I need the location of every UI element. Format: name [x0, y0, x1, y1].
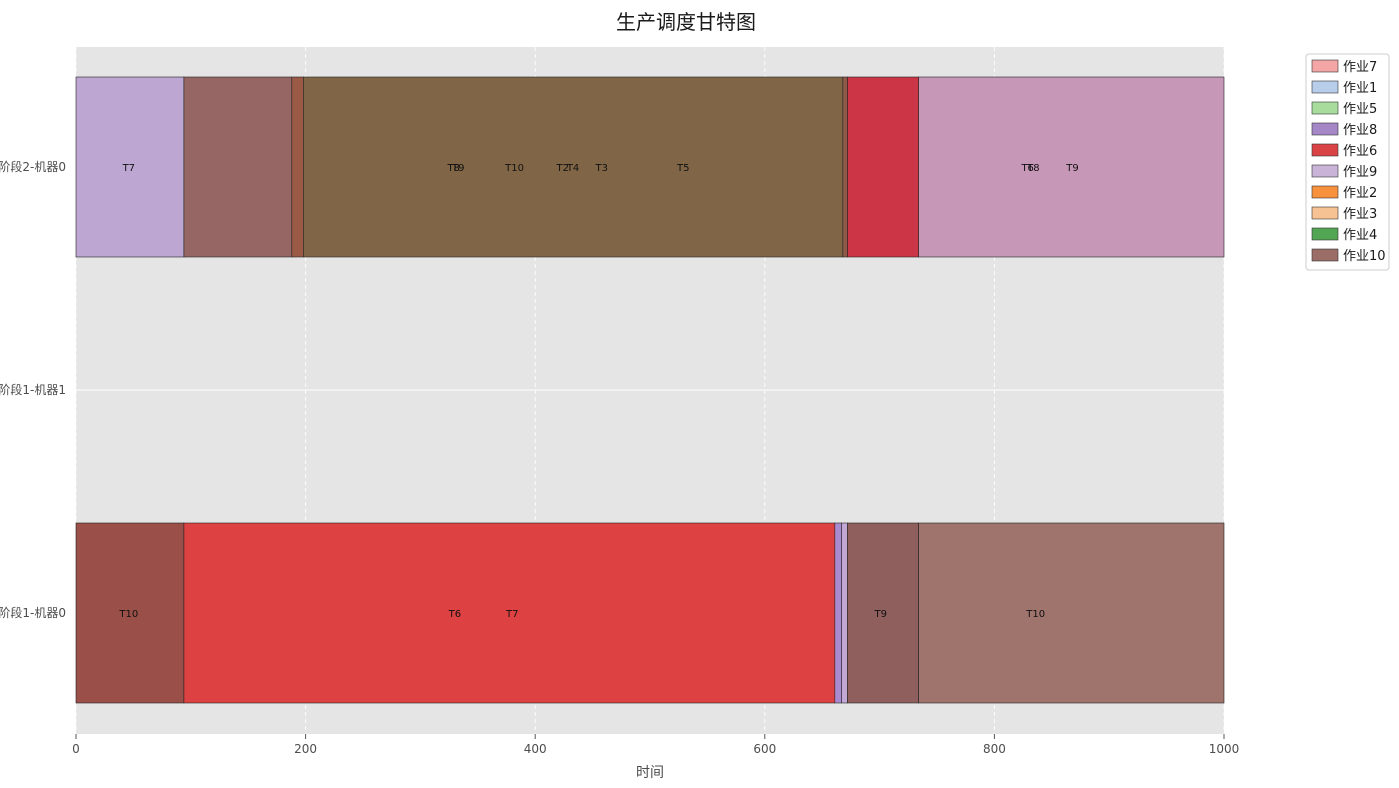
gantt-segment — [847, 76, 919, 258]
x-axis-label: 时间 — [636, 765, 664, 781]
bar-label: T9 — [1065, 163, 1078, 174]
gantt-segment — [291, 76, 304, 258]
legend-swatch — [1311, 206, 1339, 220]
bar-label: T5 — [676, 163, 689, 174]
gantt-segment — [75, 76, 185, 258]
legend-label: 作业5 — [1343, 102, 1377, 117]
legend-label: 作业6 — [1343, 144, 1377, 159]
x-tick-label: 0 — [72, 742, 80, 756]
legend-swatch — [1311, 122, 1339, 136]
x-tick-label: 400 — [524, 742, 547, 756]
legend-label: 作业8 — [1343, 123, 1377, 138]
x-axis-ticks: 0 200 400 600 800 1000 — [72, 734, 1239, 756]
x-tick-label: 200 — [294, 742, 317, 756]
legend-swatch — [1311, 164, 1339, 178]
legend-label: 作业4 — [1343, 228, 1377, 243]
legend-swatch — [1311, 248, 1339, 262]
x-tick-label: 600 — [753, 742, 776, 756]
bar-label: T7 — [505, 609, 518, 620]
bar-label: T10 — [504, 163, 524, 174]
bar-label: T10 — [118, 609, 138, 620]
gantt-segment — [842, 76, 848, 258]
x-tick-label: 800 — [983, 742, 1006, 756]
bar-label: T7 — [122, 163, 135, 174]
gantt-segment — [303, 76, 844, 258]
y-tick-label: 阶段1-机器1 — [0, 382, 66, 397]
bar-label: T8 — [1026, 163, 1039, 174]
bar-label: T4 — [566, 163, 579, 174]
legend-swatch — [1311, 185, 1339, 199]
bar-label: T3 — [595, 163, 608, 174]
legend-label: 作业10 — [1343, 249, 1386, 264]
legend-swatch — [1311, 59, 1339, 73]
bar-label: T8 — [446, 163, 459, 174]
legend-label: 作业3 — [1343, 207, 1377, 222]
bar-label: T9 — [451, 163, 464, 174]
gantt-segment — [183, 522, 836, 704]
legend-label: 作业7 — [1343, 60, 1377, 75]
bar-label: T6 — [448, 609, 461, 620]
y-axis-ticks: 阶段2-机器0 阶段1-机器1 阶段1-机器0 — [0, 159, 66, 620]
legend-swatch — [1311, 101, 1339, 115]
bar-label: T6 — [1020, 163, 1033, 174]
legend-swatch — [1311, 80, 1339, 94]
gantt-segment — [841, 522, 848, 704]
legend-swatch — [1311, 227, 1339, 241]
bar-label: T10 — [1025, 609, 1045, 620]
gantt-segment — [75, 522, 185, 704]
chart-title: 生产调度甘特图 — [616, 10, 756, 34]
gantt-segment — [183, 76, 293, 258]
x-tick-label: 1000 — [1209, 742, 1240, 756]
gantt-segment — [918, 76, 1225, 258]
gantt-segments — [75, 76, 1225, 704]
legend-label: 作业1 — [1343, 81, 1377, 96]
gantt-segment — [918, 522, 1225, 704]
legend-label: 作业2 — [1343, 186, 1377, 201]
legend-swatch — [1311, 143, 1339, 157]
legend: 作业7 作业1 作业5 作业8 作业6 作业9 作业2 作业3 作业4 作业10 — [1305, 53, 1390, 271]
y-tick-label: 阶段2-机器0 — [0, 159, 66, 174]
gantt-segment — [834, 522, 843, 704]
legend-label: 作业9 — [1343, 165, 1377, 180]
bar-label: T2 — [556, 163, 569, 174]
y-tick-label: 阶段1-机器0 — [0, 605, 66, 620]
bar-label: T9 — [874, 609, 887, 620]
